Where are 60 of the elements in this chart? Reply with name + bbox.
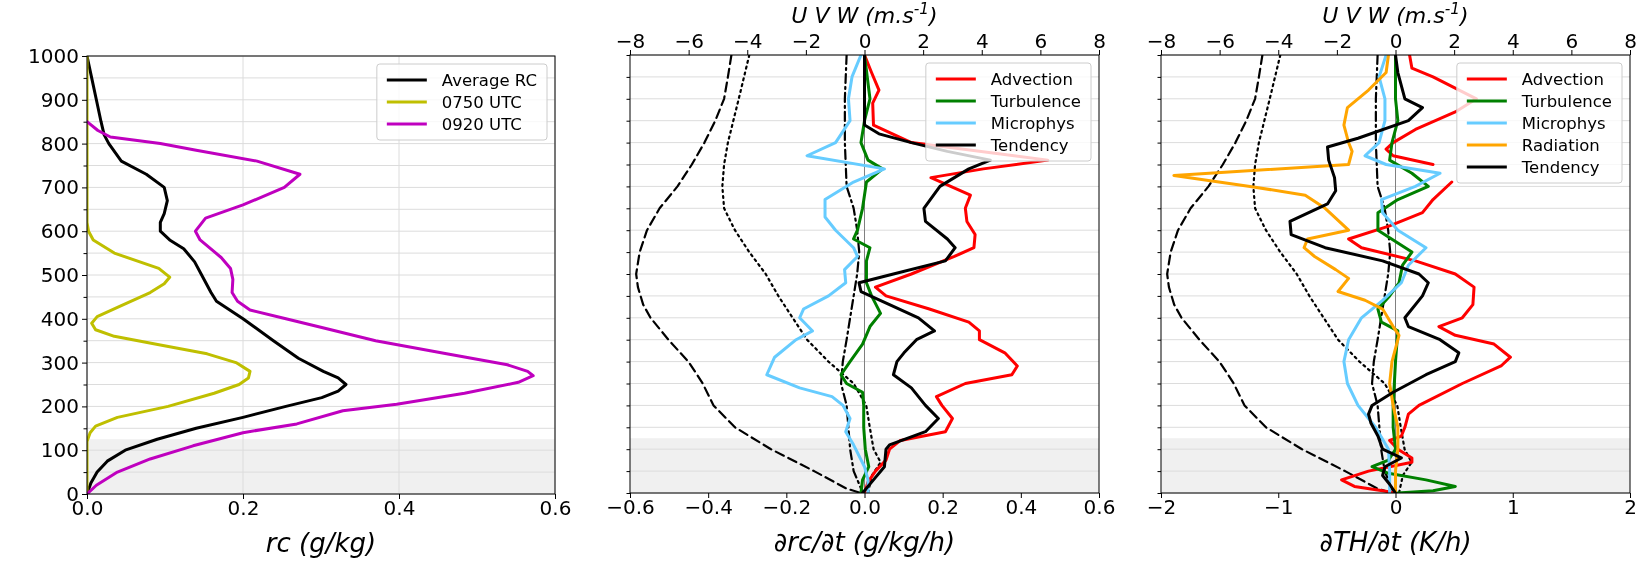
x-tick-label: 0.0 [849,495,881,520]
x-tick-label: 0.4 [383,496,416,521]
legend-label: Turbulence [1520,92,1612,111]
legend-label: Advection [990,70,1073,89]
y-tick-label: 700 [40,175,79,200]
y-tick-label: 500 [40,262,79,287]
x-tick-label: −0.2 [762,495,812,520]
legend-label: 0750 UTC [441,93,522,112]
legend-label: Tendency [1520,158,1600,177]
x-tick-label: 0 [1389,495,1403,520]
x2-tick-label: 4 [1506,29,1520,53]
x-axis-title: ∂TH/∂t (K/h) [1319,527,1472,557]
x-tick-label: 0.4 [1005,495,1038,520]
x-tick-label: −0.6 [606,495,655,520]
x2-tick-label: 0 [1389,29,1403,53]
y-tick-label: 600 [40,219,79,244]
y-tick-label: 100 [40,438,79,463]
legend-label: 0920 UTC [441,115,522,134]
x-tick-label: 2 [1624,495,1637,520]
x2-tick-label: 2 [1448,29,1461,53]
x2-tick-label: 4 [975,29,989,53]
x2-tick-label: 6 [1565,29,1579,53]
x2-tick-label: −4 [1264,29,1294,53]
x2-tick-label: 0 [858,29,872,53]
y-tick-label: 200 [40,394,79,419]
x-tick-label: −1 [1264,495,1294,520]
x2-tick-label: −8 [615,29,646,53]
legend-label: Tendency [989,136,1069,155]
legend-label: Microphys [1521,114,1606,133]
x2-tick-label: −2 [791,29,822,53]
legend-label: Turbulence [989,92,1081,111]
x2-tick-label: 8 [1624,29,1637,53]
x-axis-title: ∂rc/∂t (g/kg/h) [773,527,956,557]
x2-tick-label: −4 [733,29,763,53]
x2-axis-title: U V W (m.s$^{-1}$) [1322,0,1469,28]
x-tick-label: 0.6 [1083,495,1116,520]
legend-label: Average RC [441,71,537,90]
x-tick-label: 1 [1506,495,1520,520]
x-tick-label: 0.2 [227,496,260,521]
x2-tick-label: −2 [1322,29,1353,53]
x2-axis-title: U V W (m.s$^{-1}$) [791,0,938,28]
y-tick-label: 1000 [28,43,79,68]
y-tick-label: 800 [40,131,79,156]
x2-tick-label: 2 [917,29,930,53]
y-tick-label: 400 [40,306,79,331]
x-tick-label: 0.6 [539,496,572,521]
x2-tick-label: 8 [1093,29,1106,53]
y-tick-label: 900 [40,87,79,112]
legend-label: Advection [1521,70,1604,89]
x-tick-label: −0.4 [684,495,733,520]
x2-tick-label: −8 [1146,29,1177,53]
x-axis-title: rc (g/kg) [265,528,377,558]
x2-tick-label: 6 [1034,29,1048,53]
x-tick-label: 0.2 [927,495,960,520]
x2-tick-label: −6 [1205,29,1235,53]
y-tick-label: 300 [40,350,79,375]
x2-tick-label: −6 [674,29,704,53]
legend-label: Radiation [1521,136,1600,155]
legend-label: Microphys [990,114,1075,133]
x-tick-label: −2 [1146,495,1177,520]
